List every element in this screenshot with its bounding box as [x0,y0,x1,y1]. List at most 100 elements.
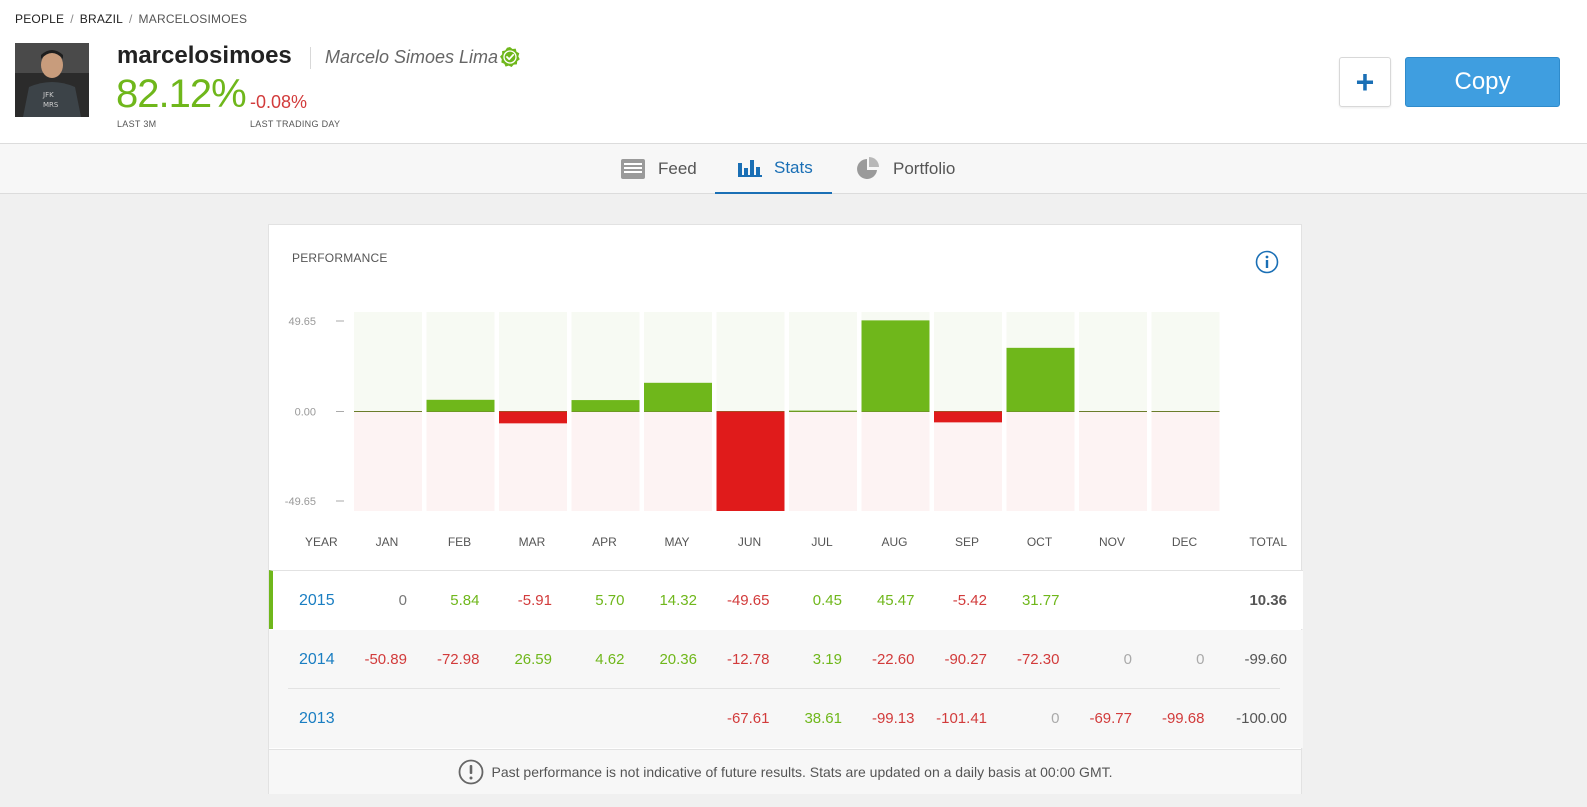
gain-last-trading-day: -0.08% [250,92,308,112]
row-year[interactable]: 2013 [299,710,335,727]
column-header-mar: MAR [518,535,546,549]
bar-bg-positive [716,312,785,412]
column-header-jan: JAN [375,535,399,549]
cell-may: 14.32 [659,592,697,609]
bar-bg-positive [789,312,857,412]
bar-bg-negative [1151,411,1220,511]
bar-oct[interactable] [1006,347,1075,412]
cell-jan: 0 [398,592,407,609]
username: marcelosimoes [117,42,292,69]
bar-bg-positive [1079,312,1147,412]
cell-aug: -99.13 [871,710,915,727]
bar-bg-negative [861,411,930,511]
gain-last-3m-label: LAST 3M [117,119,157,129]
bar-jul[interactable] [789,410,857,412]
breadcrumb-user: MARCELOSIMOES [138,12,248,26]
tab-feed-label: Feed [658,159,697,178]
feed-icon [621,159,645,179]
performance-chart: 49.65 0.00 -49.65 [285,312,1220,512]
pie-chart-icon [857,157,879,179]
copy-button[interactable]: Copy [1405,57,1560,107]
bar-sep[interactable] [934,411,1002,423]
column-header-jul: JUL [811,535,833,549]
breadcrumb-people[interactable]: PEOPLE [15,12,65,26]
bar-chart-icon [738,160,762,177]
row-year[interactable]: 2015 [299,592,335,609]
cell-dec: -99.68 [1161,710,1205,727]
y-tick-label: 49.65 [288,316,316,328]
bar-bg-positive [934,312,1002,412]
bar-bg-positive [1151,312,1220,412]
tab-stats[interactable]: Stats [715,144,832,194]
tab-portfolio[interactable]: Portfolio [855,144,955,194]
cell-nov: 0 [1123,651,1132,668]
bar-mar[interactable] [499,411,567,424]
cell-jun: -12.78 [726,651,770,668]
disclaimer-text: Past performance is not indicative of fu… [491,764,1113,780]
cell-feb: -72.98 [436,651,480,668]
bar-bg-negative [934,411,1002,511]
bar-jun[interactable] [716,411,785,512]
warning-icon [458,759,483,785]
column-header-apr: APR [592,535,617,549]
bar-feb[interactable] [426,399,495,412]
breadcrumb: PEOPLE / BRAZIL / MARCELOSIMOES [15,12,247,26]
cell-total: -100.00 [1236,710,1287,727]
cell-feb: 5.84 [450,592,480,609]
cell-nov: -69.77 [1089,710,1132,727]
row-year[interactable]: 2014 [299,651,335,668]
column-header-nov: NOV [1098,535,1125,549]
column-header-may: MAY [664,535,690,549]
avatar: JFK MRS [15,43,89,117]
cell-apr: 4.62 [595,651,625,668]
bar-bg-positive [499,312,567,412]
cell-mar: -5.91 [517,592,552,609]
cell-apr: 5.70 [595,592,625,609]
bar-aug[interactable] [861,320,930,412]
cell-jun: -67.61 [726,710,770,727]
bar-bg-negative [499,411,567,511]
gain-last-trading-day-label: LAST TRADING DAY [250,119,341,129]
column-header-total: TOTAL [1249,535,1287,549]
performance-row-2014[interactable]: 2014 -50.89 -72.98 26.59 4.62 20.36 -12.78 3.19… [269,630,1303,689]
profile-tabs: Feed Stats Portfolio [0,144,1587,194]
avatar-shirt-text-1: JFK [42,91,54,99]
column-header-jun: JUN [737,535,762,549]
cell-jan: -50.89 [364,651,407,668]
cell-mar: 26.59 [514,651,552,668]
full-name: Marcelo Simoes Lima [325,47,499,67]
cell-jul: 3.19 [812,651,842,668]
bar-apr[interactable] [571,400,640,412]
bar-may[interactable] [644,382,712,412]
tab-feed[interactable]: Feed [620,144,697,194]
bar-bg-positive [426,312,495,412]
breadcrumb-country[interactable]: BRAZIL [79,12,123,26]
cell-sep: -5.42 [952,592,987,609]
cell-total: -99.60 [1244,651,1287,668]
cell-jul: 0.45 [812,592,842,609]
name-divider [310,47,311,69]
bar-bg-negative [644,411,712,511]
row-divider [288,688,1280,689]
disclaimer: Past performance is not indicative of fu… [269,749,1301,794]
cell-aug: 45.47 [876,592,915,609]
cell-oct: -72.30 [1016,651,1060,668]
tab-portfolio-label: Portfolio [893,159,956,178]
cell-may: 20.36 [659,651,697,668]
breadcrumb-separator: / [70,12,74,26]
add-to-watchlist-button[interactable]: + [1339,57,1391,107]
cell-sep: -101.41 [936,710,987,727]
cell-sep: -90.27 [944,651,987,668]
bar-bg-positive [354,312,422,412]
avatar-shirt-text-2: MRS [43,101,59,109]
info-icon[interactable] [1255,250,1279,274]
column-header-aug: AUG [881,535,908,549]
bar-bg-positive [571,312,640,412]
bar-bg-negative [1079,411,1147,511]
y-tick-label: 0.00 [295,407,316,419]
y-tick-label: -49.65 [285,496,316,508]
bar-bg-negative [1006,411,1075,511]
performance-row-2013[interactable]: 2013 -67.61 38.61 -99.13 -101.41 0 -69.77 -99.6… [269,689,1303,748]
column-header-dec: DEC [1171,535,1198,549]
performance-row-2015[interactable]: 2015 0 5.84 -5.91 5.70 14.32 -49.65 0.45 45.47 -5… [269,570,1303,629]
